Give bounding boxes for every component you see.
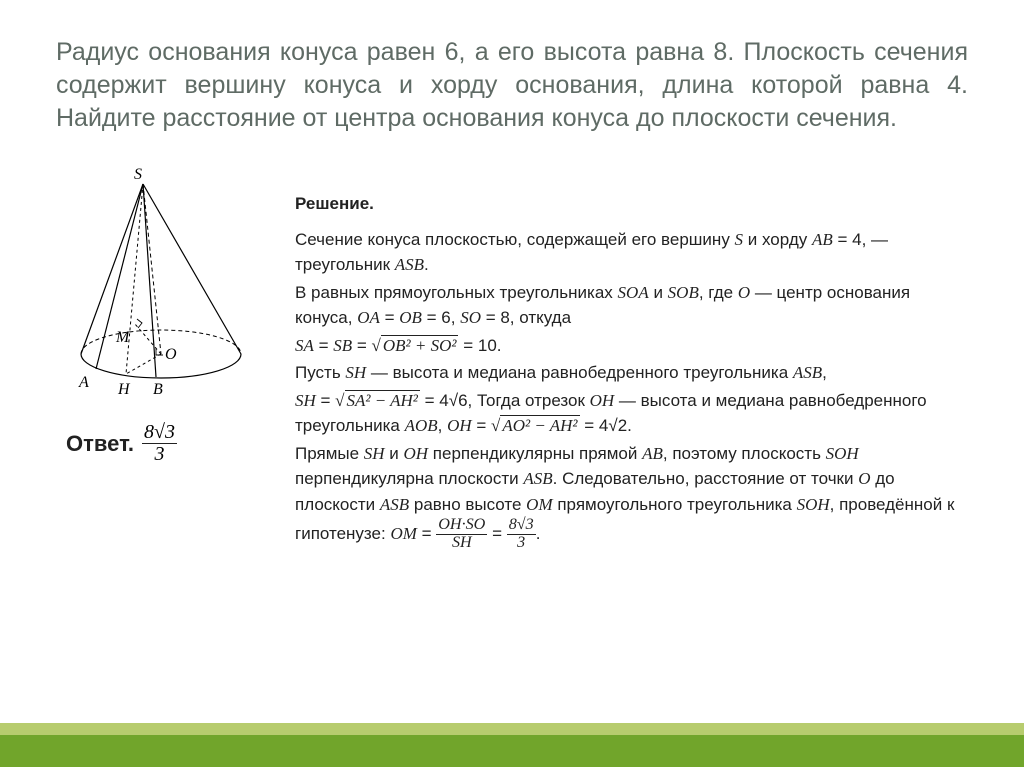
footer-decoration <box>0 723 1024 767</box>
label-m: M <box>115 329 131 346</box>
solution-line: SH = √SA² − AH² = 4√6, Тогда отрезок OH … <box>295 388 968 439</box>
content-row: S M O A H B Ответ. 8√3 3 Решение. Сечени… <box>56 159 968 723</box>
cone-diagram: S M O A H B <box>56 159 271 404</box>
fraction: 8√33 <box>507 517 536 552</box>
cone-svg: S M O A H B <box>61 159 261 399</box>
label-s: S <box>134 166 142 183</box>
solution-heading: Решение. <box>268 191 968 217</box>
answer-value: 8√3 3 <box>142 422 177 465</box>
solution-line: В равных прямоугольных треугольниках SOA… <box>295 280 968 331</box>
label-h: H <box>117 381 131 398</box>
slide-content: Радиус основания конуса равен 6, а его в… <box>0 0 1024 723</box>
left-column: S M O A H B Ответ. 8√3 3 <box>56 159 271 723</box>
problem-statement: Радиус основания конуса равен 6, а его в… <box>56 36 968 135</box>
solution-line: Прямые SH и OH перпендикулярны прямой AB… <box>295 441 968 552</box>
answer-block: Ответ. 8√3 3 <box>56 422 271 465</box>
solution-line: Сечение конуса плоскостью, содержащей ег… <box>295 227 968 278</box>
solution-line: Пусть SH — высота и медиана равнобедренн… <box>295 360 968 386</box>
solution-text: Решение. Сечение конуса плоскостью, соде… <box>295 159 968 723</box>
label-o: O <box>165 346 177 363</box>
fraction: OH·SOSH <box>436 517 487 552</box>
label-a: A <box>78 374 89 391</box>
solution-line: SA = SB = √OB² + SO² = 10. <box>295 333 968 359</box>
answer-label: Ответ. <box>66 431 134 457</box>
label-b: B <box>153 381 163 398</box>
